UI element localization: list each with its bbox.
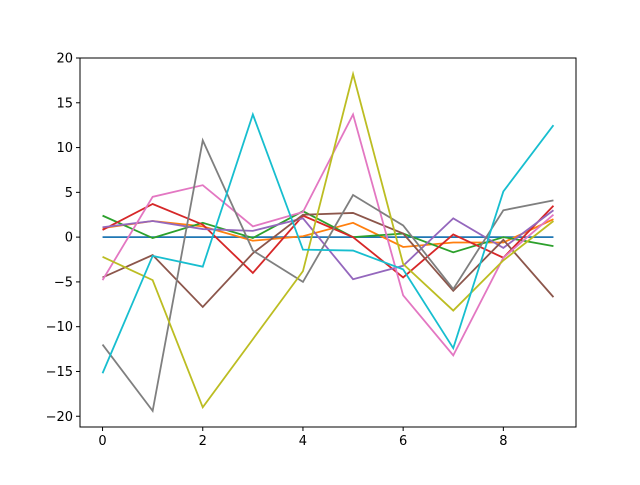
y-tick-label: 10 — [56, 141, 73, 156]
y-tick-label: −15 — [46, 365, 73, 380]
series-line-2 — [102, 218, 554, 248]
series-line-4 — [102, 202, 555, 279]
y-tick-label: −5 — [54, 275, 73, 290]
plot-area-frame — [79, 57, 577, 428]
series-line-6 — [102, 212, 555, 309]
y-tick-label: 20 — [56, 52, 73, 67]
x-tick-label: 4 — [299, 434, 307, 449]
x-tick-label: 2 — [199, 434, 207, 449]
x-tick-label: 6 — [399, 434, 407, 449]
series-line-7 — [101, 111, 555, 357]
series-line-9 — [102, 70, 555, 410]
y-tick-label: 15 — [56, 96, 73, 111]
series-line-5 — [102, 209, 554, 281]
series-line-3 — [102, 210, 554, 254]
y-tick-label: 5 — [65, 186, 73, 201]
series-layer — [101, 70, 555, 414]
x-tick-label: 8 — [499, 434, 507, 449]
y-axis: 20 15 10 5 0 −5 −10 −15 −20 — [46, 52, 80, 425]
y-tick-label: −10 — [46, 320, 73, 335]
y-tick-label: −20 — [46, 410, 73, 425]
x-tick-label: 0 — [98, 434, 106, 449]
series-line-8 — [101, 137, 554, 414]
series-line-10 — [101, 111, 555, 374]
y-tick-label: 0 — [65, 231, 73, 246]
x-axis: 0 2 4 6 8 — [98, 427, 507, 449]
